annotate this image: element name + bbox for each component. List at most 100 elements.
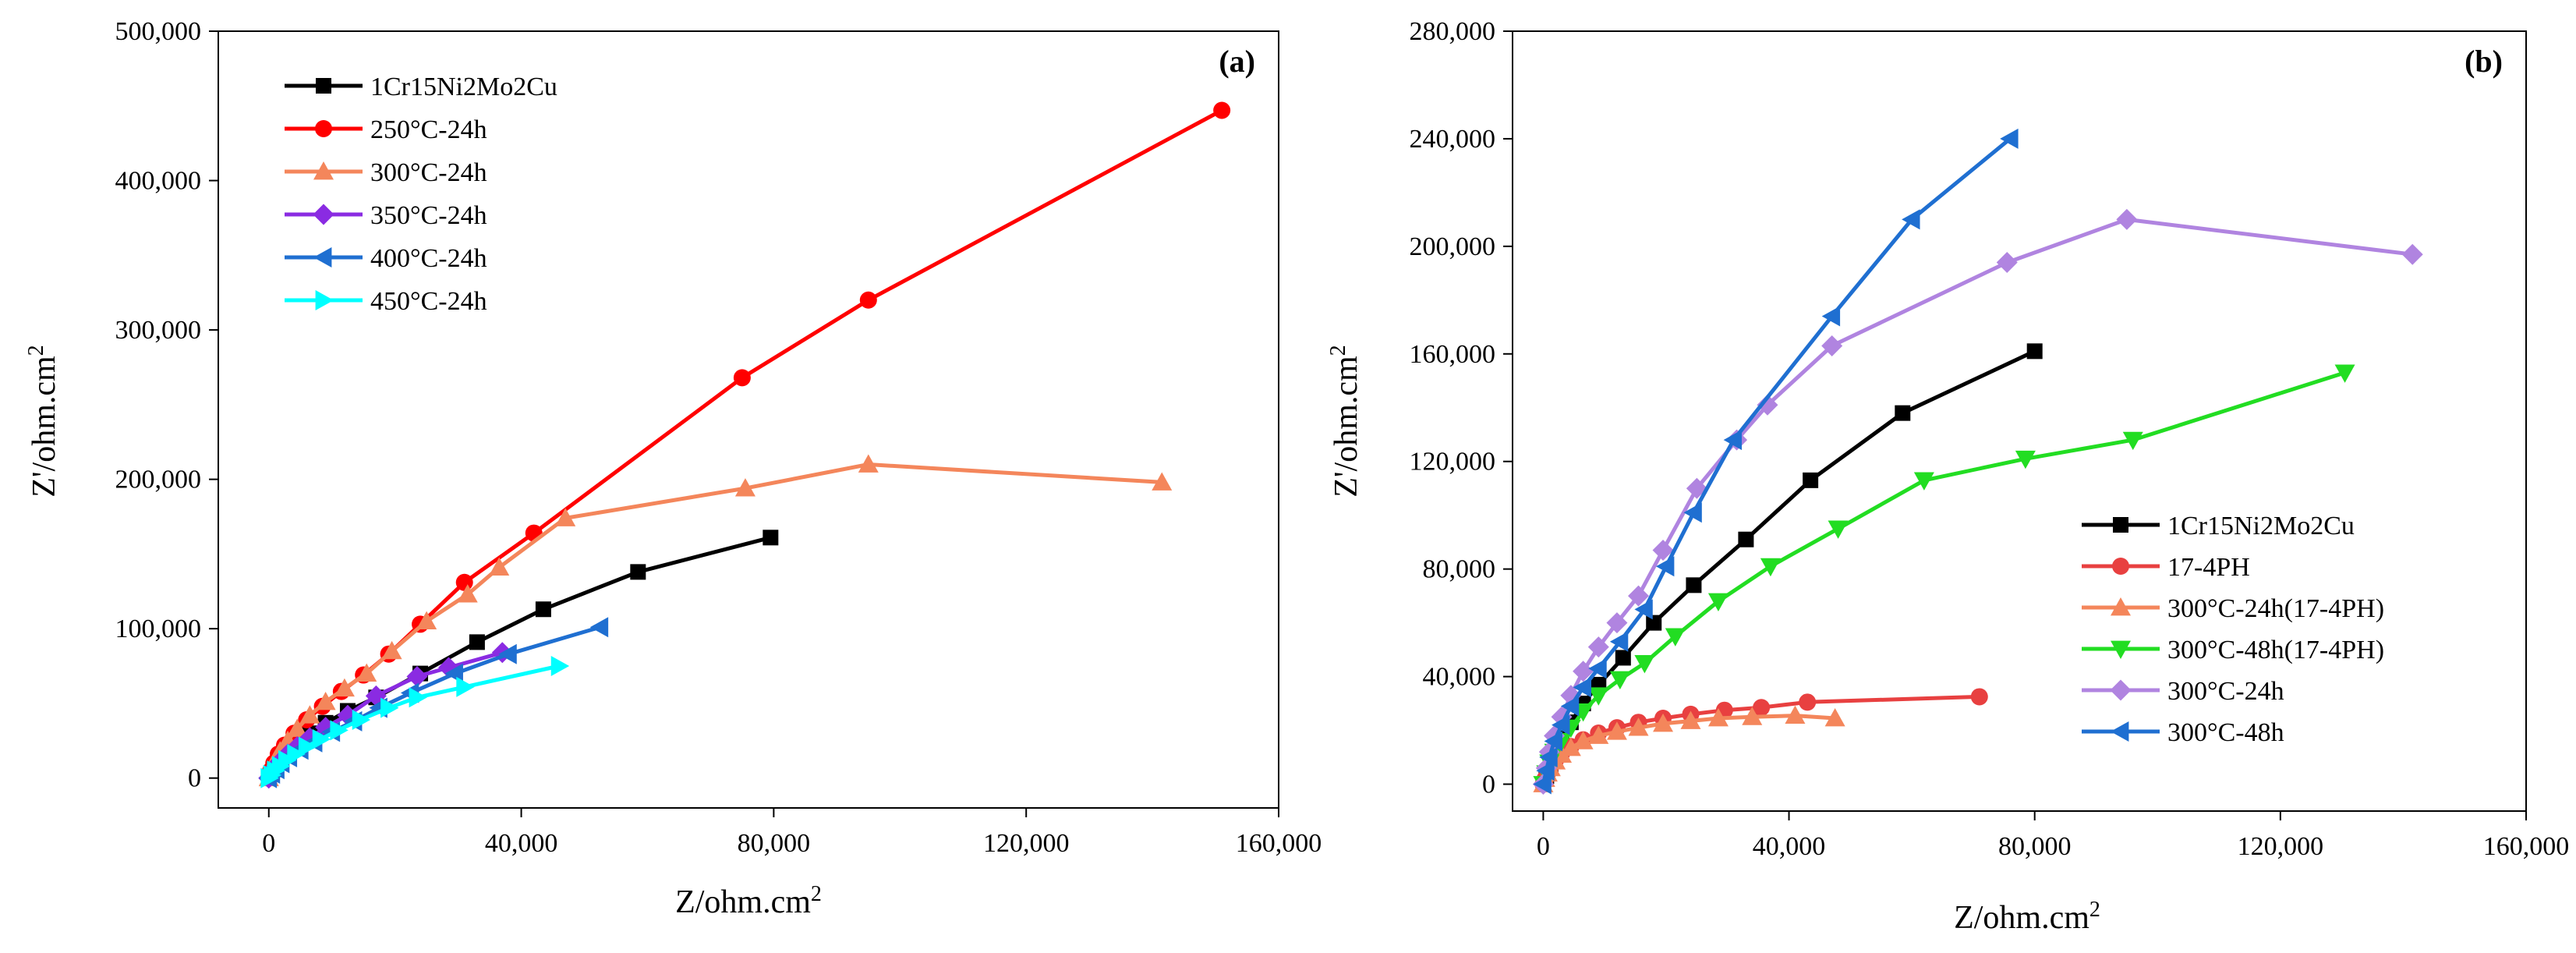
- chart-panel-1: 0 40,000 80,000 120,000 160,000 0 40,000 80,000…: [1326, 17, 2570, 936]
- series-4: [258, 617, 609, 788]
- y-axis-label: Z'/ohm.cm2: [1326, 345, 1365, 497]
- data-point: [1895, 405, 1911, 421]
- x-tick-label: 0: [1537, 832, 1550, 861]
- data-point: [406, 665, 428, 687]
- y-tick-label: 300,000: [115, 316, 202, 345]
- legend-label: 1Cr15Ni2Mo2Cu: [370, 73, 557, 101]
- data-point: [630, 564, 646, 580]
- data-point: [330, 720, 349, 741]
- data-point: [381, 640, 402, 660]
- data-point: [1533, 774, 1552, 795]
- data-point: [380, 697, 399, 718]
- x-tick-label: 120,000: [2238, 832, 2324, 861]
- data-point: [1753, 699, 1771, 717]
- data-point: [1213, 101, 1231, 119]
- plot-frame: [218, 30, 1279, 809]
- data-point: [1665, 628, 1686, 647]
- legend-label: 300°C-48h: [2167, 718, 2284, 747]
- legend-label: 1Cr15Ni2Mo2Cu: [2167, 512, 2355, 540]
- data-point: [535, 601, 551, 618]
- data-point: [1785, 705, 1806, 724]
- data-point: [1653, 713, 1674, 732]
- data-point: [858, 454, 879, 473]
- data-point: [287, 718, 308, 737]
- data-point: [469, 634, 485, 650]
- legend-label: 250°C-24h: [370, 115, 487, 144]
- data-point: [356, 663, 377, 682]
- y-tick-label: 280,000: [1410, 17, 1496, 46]
- data-point: [763, 530, 779, 546]
- y-tick-label: 80,000: [1423, 555, 1496, 584]
- series-5: [260, 656, 570, 788]
- data-point: [1821, 335, 1843, 356]
- data-point: [1628, 585, 1650, 607]
- data-point: [1536, 760, 1555, 781]
- data-point: [589, 617, 609, 638]
- data-point: [1723, 430, 1743, 451]
- data-point: [1609, 671, 1630, 690]
- data-point: [334, 678, 355, 697]
- data-point: [2401, 243, 2423, 265]
- legend-label: 300°C-24h: [370, 158, 487, 187]
- y-tick-label: 40,000: [1423, 663, 1496, 692]
- legend-marker: [313, 161, 334, 180]
- y-tick-label: 0: [1482, 771, 1495, 799]
- data-point: [1587, 636, 1609, 658]
- x-tick-label: 160,000: [2483, 832, 2570, 861]
- data-point: [1707, 708, 1729, 727]
- series-5: [1533, 128, 2019, 795]
- data-point: [498, 643, 517, 664]
- data-point: [457, 584, 478, 603]
- data-point: [455, 573, 473, 591]
- data-point: [312, 728, 331, 749]
- y-tick-label: 200,000: [115, 466, 202, 494]
- x-axis-label: Z/ohm.cm2: [675, 882, 822, 921]
- data-point: [1686, 577, 1702, 593]
- data-point: [1588, 658, 1607, 679]
- data-point: [1680, 710, 1701, 729]
- data-point: [2122, 431, 2143, 451]
- series-0: [260, 530, 779, 786]
- data-point: [1588, 687, 1609, 706]
- data-point: [298, 736, 317, 757]
- data-point: [299, 705, 320, 724]
- data-point: [2026, 343, 2043, 360]
- data-point: [1821, 306, 1841, 327]
- legend-marker: [316, 78, 331, 94]
- data-point: [1902, 209, 1920, 230]
- y-tick-label: 0: [188, 764, 201, 793]
- data-point: [2334, 364, 2355, 383]
- legend-label: 450°C-24h: [370, 287, 487, 316]
- y-tick-label: 200,000: [1410, 232, 1496, 261]
- panel-label: (b): [2465, 44, 2503, 79]
- data-point: [352, 709, 371, 730]
- legend-marker: [2113, 517, 2128, 533]
- data-point: [1757, 394, 1778, 416]
- panel-label: (a): [1219, 44, 1255, 79]
- data-point: [1683, 502, 1702, 523]
- y-tick-label: 100,000: [115, 615, 202, 643]
- legend: 1Cr15Ni2Mo2Cu 250°C-24h 300°C-24h 350°C-24h…: [285, 73, 557, 316]
- legend-marker: [315, 290, 334, 310]
- data-point: [1652, 540, 1674, 562]
- data-point: [1615, 650, 1631, 666]
- data-point: [1606, 612, 1628, 634]
- series-line: [1541, 136, 2012, 785]
- data-point: [555, 508, 576, 526]
- y-tick-label: 500,000: [115, 17, 202, 46]
- data-point: [1609, 631, 1629, 652]
- data-point: [2000, 128, 2019, 149]
- data-point: [1824, 708, 1845, 727]
- x-tick-label: 40,000: [1753, 832, 1826, 861]
- legend-marker: [2111, 640, 2131, 659]
- data-point: [1628, 717, 1649, 736]
- legend-label: 300°C-24h: [2167, 677, 2284, 706]
- legend-label: 350°C-24h: [370, 201, 487, 230]
- data-point: [1573, 661, 1594, 682]
- y-tick-label: 240,000: [1410, 125, 1496, 154]
- data-point: [287, 744, 306, 765]
- series-line: [267, 535, 771, 780]
- data-point: [1707, 593, 1729, 612]
- series-4: [1532, 208, 2423, 795]
- data-point: [1588, 725, 1609, 744]
